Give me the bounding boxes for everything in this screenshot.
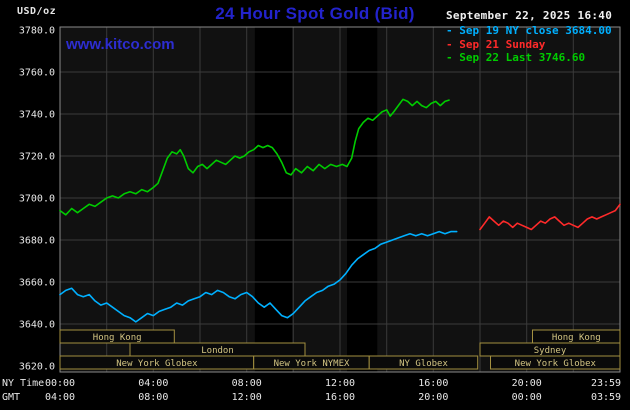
datetime-label: September 22, 2025 16:40 — [446, 9, 613, 22]
x-tick-label: 04:00 — [45, 392, 75, 403]
y-tick-label: 3720.0 — [19, 152, 55, 163]
x-tick-label: 00:00 — [512, 392, 542, 403]
plot-border — [59, 26, 621, 373]
y-tick-label: 3780.0 — [19, 26, 55, 37]
shaded-band — [347, 27, 378, 372]
legend-item: - Sep 22 Last 3746.60 — [446, 51, 612, 65]
x-axis-row-name: GMT — [2, 392, 20, 403]
y-tick-label: 3740.0 — [19, 110, 55, 121]
legend-swatch-dash: - — [446, 24, 460, 37]
x-tick-label: 23:59 — [591, 378, 621, 389]
series-line-2 — [59, 98, 450, 216]
x-tick-label: 00:00 — [45, 378, 75, 389]
x-tick-label: 16:00 — [418, 378, 448, 389]
series-line-1 — [479, 203, 621, 231]
chart-title: 24 Hour Spot Gold (Bid) — [215, 4, 415, 23]
session-label: New York NYMEX — [274, 359, 350, 369]
legend-label: Sep 22 Last 3746.60 — [459, 51, 586, 64]
session-label: Hong Kong — [552, 333, 601, 343]
legend-item: - Sep 21 Sunday — [446, 38, 612, 52]
session-label: London — [201, 346, 234, 356]
session-box — [59, 329, 175, 344]
x-tick-label: 08:00 — [232, 378, 262, 389]
y-tick-label: 3640.0 — [19, 320, 55, 331]
kitco-watermark-link[interactable]: www.kitco.com — [66, 36, 175, 53]
x-tick-label: 08:00 — [138, 392, 168, 403]
legend-label: Sep 21 Sunday — [459, 37, 546, 51]
session-label: Hong Kong — [93, 333, 142, 343]
x-tick-label: 12:00 — [325, 378, 355, 389]
x-tick-label: 16:00 — [325, 392, 355, 403]
y-axis-units-label: USD/oz — [17, 6, 57, 17]
y-tick-label: 3700.0 — [19, 194, 55, 205]
legend: - Sep 19 NY close 3684.00- Sep 21 Sunday… — [446, 24, 612, 65]
y-tick-label: 3680.0 — [19, 236, 55, 247]
y-tick-label: 3660.0 — [19, 278, 55, 289]
x-tick-label: 03:59 — [591, 392, 621, 403]
y-tick-label: 3760.0 — [19, 68, 55, 79]
session-label: New York Globex — [116, 359, 198, 369]
session-label: New York Globex — [515, 359, 597, 369]
x-tick-label: 12:00 — [232, 392, 262, 403]
legend-label: Sep 19 NY close 3684.00 — [459, 24, 612, 37]
session-label: Sydney — [534, 346, 567, 356]
legend-item: - Sep 19 NY close 3684.00 — [446, 24, 612, 38]
x-tick-label: 20:00 — [512, 378, 542, 389]
session-box — [490, 355, 621, 370]
session-box — [368, 355, 479, 370]
x-tick-label: 20:00 — [418, 392, 448, 403]
series-line-0 — [59, 230, 458, 323]
x-tick-label: 04:00 — [138, 378, 168, 389]
shaded-band — [254, 27, 293, 372]
x-axis-row-name: NY Time — [2, 378, 44, 389]
session-label: NY Globex — [399, 359, 448, 369]
legend-swatch-dash: - — [446, 51, 460, 64]
legend-swatch-dash: - — [446, 37, 460, 51]
y-tick-label: 3620.0 — [19, 362, 55, 373]
